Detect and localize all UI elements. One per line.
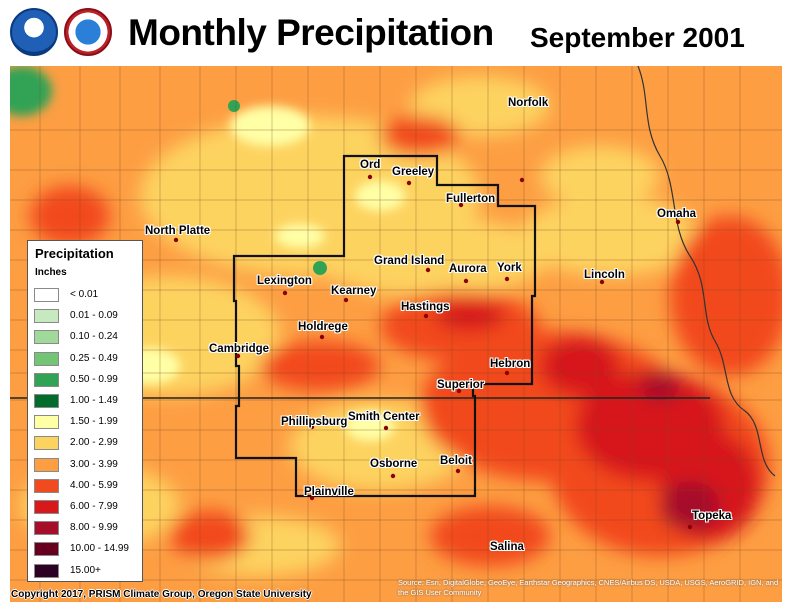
label-ord: Ord — [360, 159, 381, 171]
label-lincoln: Lincoln — [584, 269, 625, 281]
attribution-text: Source: Esri, DigitalGlobe, GeoEye, Eart… — [398, 578, 779, 597]
legend-swatch — [34, 478, 59, 493]
legend-swatch — [34, 330, 59, 345]
city-marker — [173, 237, 179, 243]
legend-label: 4.00 - 5.99 — [70, 479, 118, 491]
header: Monthly Precipitation September 2001 — [0, 0, 792, 66]
label-hebron: Hebron — [490, 358, 531, 370]
city-marker — [599, 279, 605, 285]
label-omaha: Omaha — [657, 208, 696, 220]
wet-spot — [228, 100, 240, 112]
label-phillipsburg: Phillipsburg — [281, 416, 348, 428]
label-fullerton: Fullerton — [446, 193, 496, 205]
label-holdrege: Holdrege — [298, 321, 348, 333]
legend: Precipitation Inches < 0.01 0.01 - 0.09 0.… — [27, 240, 143, 582]
city-marker — [519, 177, 525, 183]
label-lexington: Lexington — [257, 275, 312, 287]
label-aurora: Aurora — [449, 263, 487, 275]
label-beloit: Beloit — [440, 455, 472, 467]
city-marker — [675, 219, 681, 225]
city-marker — [406, 180, 412, 186]
legend-swatch — [34, 415, 59, 430]
legend-swatch — [34, 521, 59, 536]
city-marker — [235, 353, 241, 359]
label-plainville: Plainville — [304, 486, 354, 498]
city-marker — [499, 543, 505, 549]
city-marker — [282, 290, 288, 296]
legend-label: 0.25 - 0.49 — [70, 352, 118, 364]
city-marker — [455, 468, 461, 474]
legend-label: 10.00 - 14.99 — [70, 543, 129, 555]
copyright-text: Copyright 2017, PRISM Climate Group, Ore… — [11, 589, 312, 600]
label-greeley: Greeley — [392, 166, 435, 178]
legend-label: 3.00 - 3.99 — [70, 458, 118, 470]
legend-label: 0.10 - 0.24 — [70, 331, 118, 343]
city-marker — [309, 424, 315, 430]
legend-swatch — [34, 542, 59, 557]
wet-spot — [313, 261, 327, 275]
city-marker — [390, 473, 396, 479]
legend-swatch — [34, 394, 59, 408]
legend-label: 15.00+ — [70, 564, 101, 576]
label-north-platte: North Platte — [145, 225, 211, 237]
legend-label: 0.50 - 0.99 — [70, 373, 118, 385]
legend-unit: Inches — [35, 267, 67, 278]
legend-title: Precipitation — [35, 246, 114, 261]
label-york: York — [497, 262, 522, 274]
city-marker — [319, 334, 325, 340]
legend-swatch — [34, 563, 59, 578]
city-marker — [456, 388, 462, 394]
forecast-area-outline — [232, 154, 537, 498]
city-markers — [173, 174, 693, 549]
label-smith-center: Smith Center — [348, 411, 420, 423]
label-kearney: Kearney — [331, 285, 377, 297]
legend-label: 1.00 - 1.49 — [70, 395, 118, 406]
city-marker — [343, 297, 349, 303]
label-grand-island: Grand Island — [374, 255, 445, 267]
label-cambridge: Cambridge — [209, 343, 270, 355]
legend-label: 6.00 - 7.99 — [70, 501, 118, 512]
legend-swatch — [34, 351, 59, 366]
label-salina: Salina — [490, 541, 524, 553]
legend-label: 1.50 - 1.99 — [70, 416, 118, 428]
city-marker — [309, 495, 315, 501]
city-marker — [367, 174, 373, 180]
legend-swatch — [34, 288, 59, 302]
city-marker — [504, 276, 510, 282]
legend-swatch — [34, 457, 59, 472]
legend-swatch — [34, 436, 59, 451]
city-marker — [425, 267, 431, 273]
label-superior: Superior — [437, 379, 485, 391]
legend-swatch — [34, 500, 59, 514]
nws-logo — [64, 8, 112, 56]
legend-label: 2.00 - 2.99 — [70, 437, 118, 449]
legend-label: 8.00 - 9.99 — [70, 522, 118, 534]
legend-swatch — [34, 372, 59, 387]
city-marker — [504, 370, 510, 376]
city-marker — [458, 202, 464, 208]
label-osborne: Osborne — [370, 458, 418, 470]
map-subtitle: September 2001 — [530, 22, 745, 53]
noaa-logo — [10, 8, 58, 56]
legend-label: 0.01 - 0.09 — [70, 310, 118, 322]
legend-label: < 0.01 — [70, 289, 99, 300]
city-marker — [463, 278, 469, 284]
river-border — [637, 66, 776, 477]
label-hastings: Hastings — [401, 301, 450, 313]
city-marker — [383, 425, 389, 431]
map-title: Monthly Precipitation — [128, 12, 494, 53]
label-topeka: Topeka — [692, 510, 732, 522]
label-norfolk: Norfolk — [508, 97, 549, 109]
city-marker — [687, 524, 693, 530]
city-marker — [423, 313, 429, 319]
legend-swatch — [34, 309, 59, 324]
